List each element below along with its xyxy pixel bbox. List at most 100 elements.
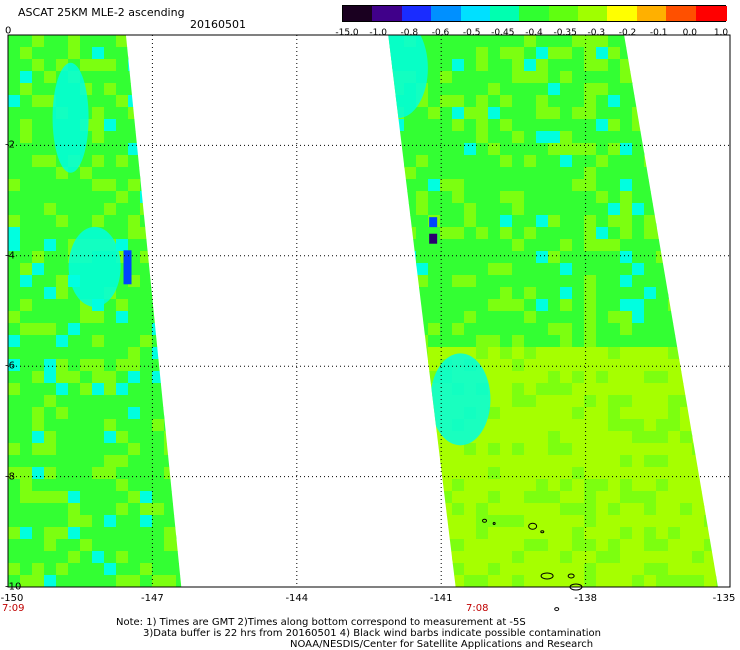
- data-cell: [404, 167, 417, 180]
- data-cell: [716, 311, 718, 324]
- data-cell: [92, 215, 105, 228]
- data-cell: [92, 95, 105, 108]
- data-cell: [512, 395, 525, 408]
- data-cell: [260, 179, 273, 192]
- data-cell: [620, 215, 633, 228]
- data-cell: [464, 299, 477, 312]
- data-cell: [320, 563, 333, 576]
- data-cell: [656, 431, 669, 444]
- data-cell: [716, 443, 718, 456]
- data-cell: [200, 215, 213, 228]
- data-cell: [356, 107, 369, 120]
- data-cell: [500, 263, 513, 276]
- data-cell: [332, 407, 345, 420]
- data-cell: [716, 167, 718, 180]
- data-cell: [320, 311, 333, 324]
- data-cell: [164, 47, 177, 60]
- data-cell: [152, 227, 165, 240]
- data-cell: [260, 47, 273, 60]
- data-cell: [524, 275, 537, 288]
- data-cell: [212, 455, 225, 468]
- data-cell: [308, 239, 321, 252]
- data-cell: [296, 131, 309, 144]
- data-cell: [272, 371, 285, 384]
- data-cell: [80, 371, 93, 384]
- data-cell: [716, 215, 718, 228]
- data-cell: [248, 227, 261, 240]
- data-cell: [80, 443, 93, 456]
- data-cell: [284, 455, 297, 468]
- data-cell: [332, 515, 345, 528]
- data-cell: [440, 35, 453, 48]
- data-cell: [704, 47, 717, 60]
- data-cell: [440, 83, 453, 96]
- data-cell: [680, 299, 693, 312]
- data-cell: [416, 539, 429, 552]
- data-cell: [224, 59, 237, 72]
- data-cell: [176, 407, 189, 420]
- data-cell: [20, 407, 33, 420]
- data-cell: [644, 335, 657, 348]
- data-cell: [320, 275, 333, 288]
- data-cell: [104, 83, 117, 96]
- data-cell: [212, 155, 225, 168]
- data-cell: [260, 443, 273, 456]
- data-cell: [104, 179, 117, 192]
- data-cell: [212, 95, 225, 108]
- data-cell: [692, 155, 705, 168]
- data-cell: [692, 251, 705, 264]
- data-cell: [548, 395, 561, 408]
- data-cell: [68, 191, 81, 204]
- data-cell: [536, 383, 549, 396]
- data-cell: [68, 299, 81, 312]
- data-cell: [500, 251, 513, 264]
- data-cell: [140, 311, 153, 324]
- data-cell: [452, 203, 465, 216]
- data-cell: [284, 563, 297, 576]
- data-cell: [476, 143, 489, 156]
- data-cell: [308, 443, 321, 456]
- data-cell: [284, 71, 297, 84]
- data-cell: [320, 179, 333, 192]
- data-cell: [392, 179, 405, 192]
- data-cell: [524, 167, 537, 180]
- data-cell: [296, 215, 309, 228]
- data-cell: [176, 395, 189, 408]
- data-cell: [668, 143, 681, 156]
- data-cell: [284, 251, 297, 264]
- data-cell: [716, 359, 718, 372]
- data-cell: [44, 347, 57, 360]
- data-cell: [152, 347, 165, 360]
- data-cell: [272, 203, 285, 216]
- data-cell: [416, 251, 429, 264]
- data-cell: [212, 59, 225, 72]
- data-cell: [632, 227, 645, 240]
- data-cell: [392, 407, 405, 420]
- data-cell: [536, 275, 549, 288]
- data-cell: [668, 227, 681, 240]
- data-cell: [656, 167, 669, 180]
- data-cell: [548, 239, 561, 252]
- data-cell: [260, 407, 273, 420]
- data-cell: [368, 335, 381, 348]
- data-cell: [704, 359, 717, 372]
- data-cell: [284, 503, 297, 516]
- data-cell: [200, 527, 213, 540]
- data-cell: [344, 143, 357, 156]
- data-cell: [296, 227, 309, 240]
- data-cell: [388, 191, 393, 204]
- data-cell: [356, 575, 369, 588]
- data-cell: [224, 59, 237, 72]
- data-cell: [140, 467, 153, 480]
- data-cell: [608, 431, 621, 444]
- data-cell: [8, 467, 21, 480]
- data-cell: [200, 371, 213, 384]
- data-cell: [8, 119, 21, 132]
- data-cell: [128, 95, 141, 108]
- data-cell: [224, 563, 237, 576]
- data-cell: [104, 335, 117, 348]
- data-cell: [104, 143, 117, 156]
- data-cell: [560, 71, 573, 84]
- data-cell: [56, 503, 69, 516]
- data-cell: [416, 395, 429, 408]
